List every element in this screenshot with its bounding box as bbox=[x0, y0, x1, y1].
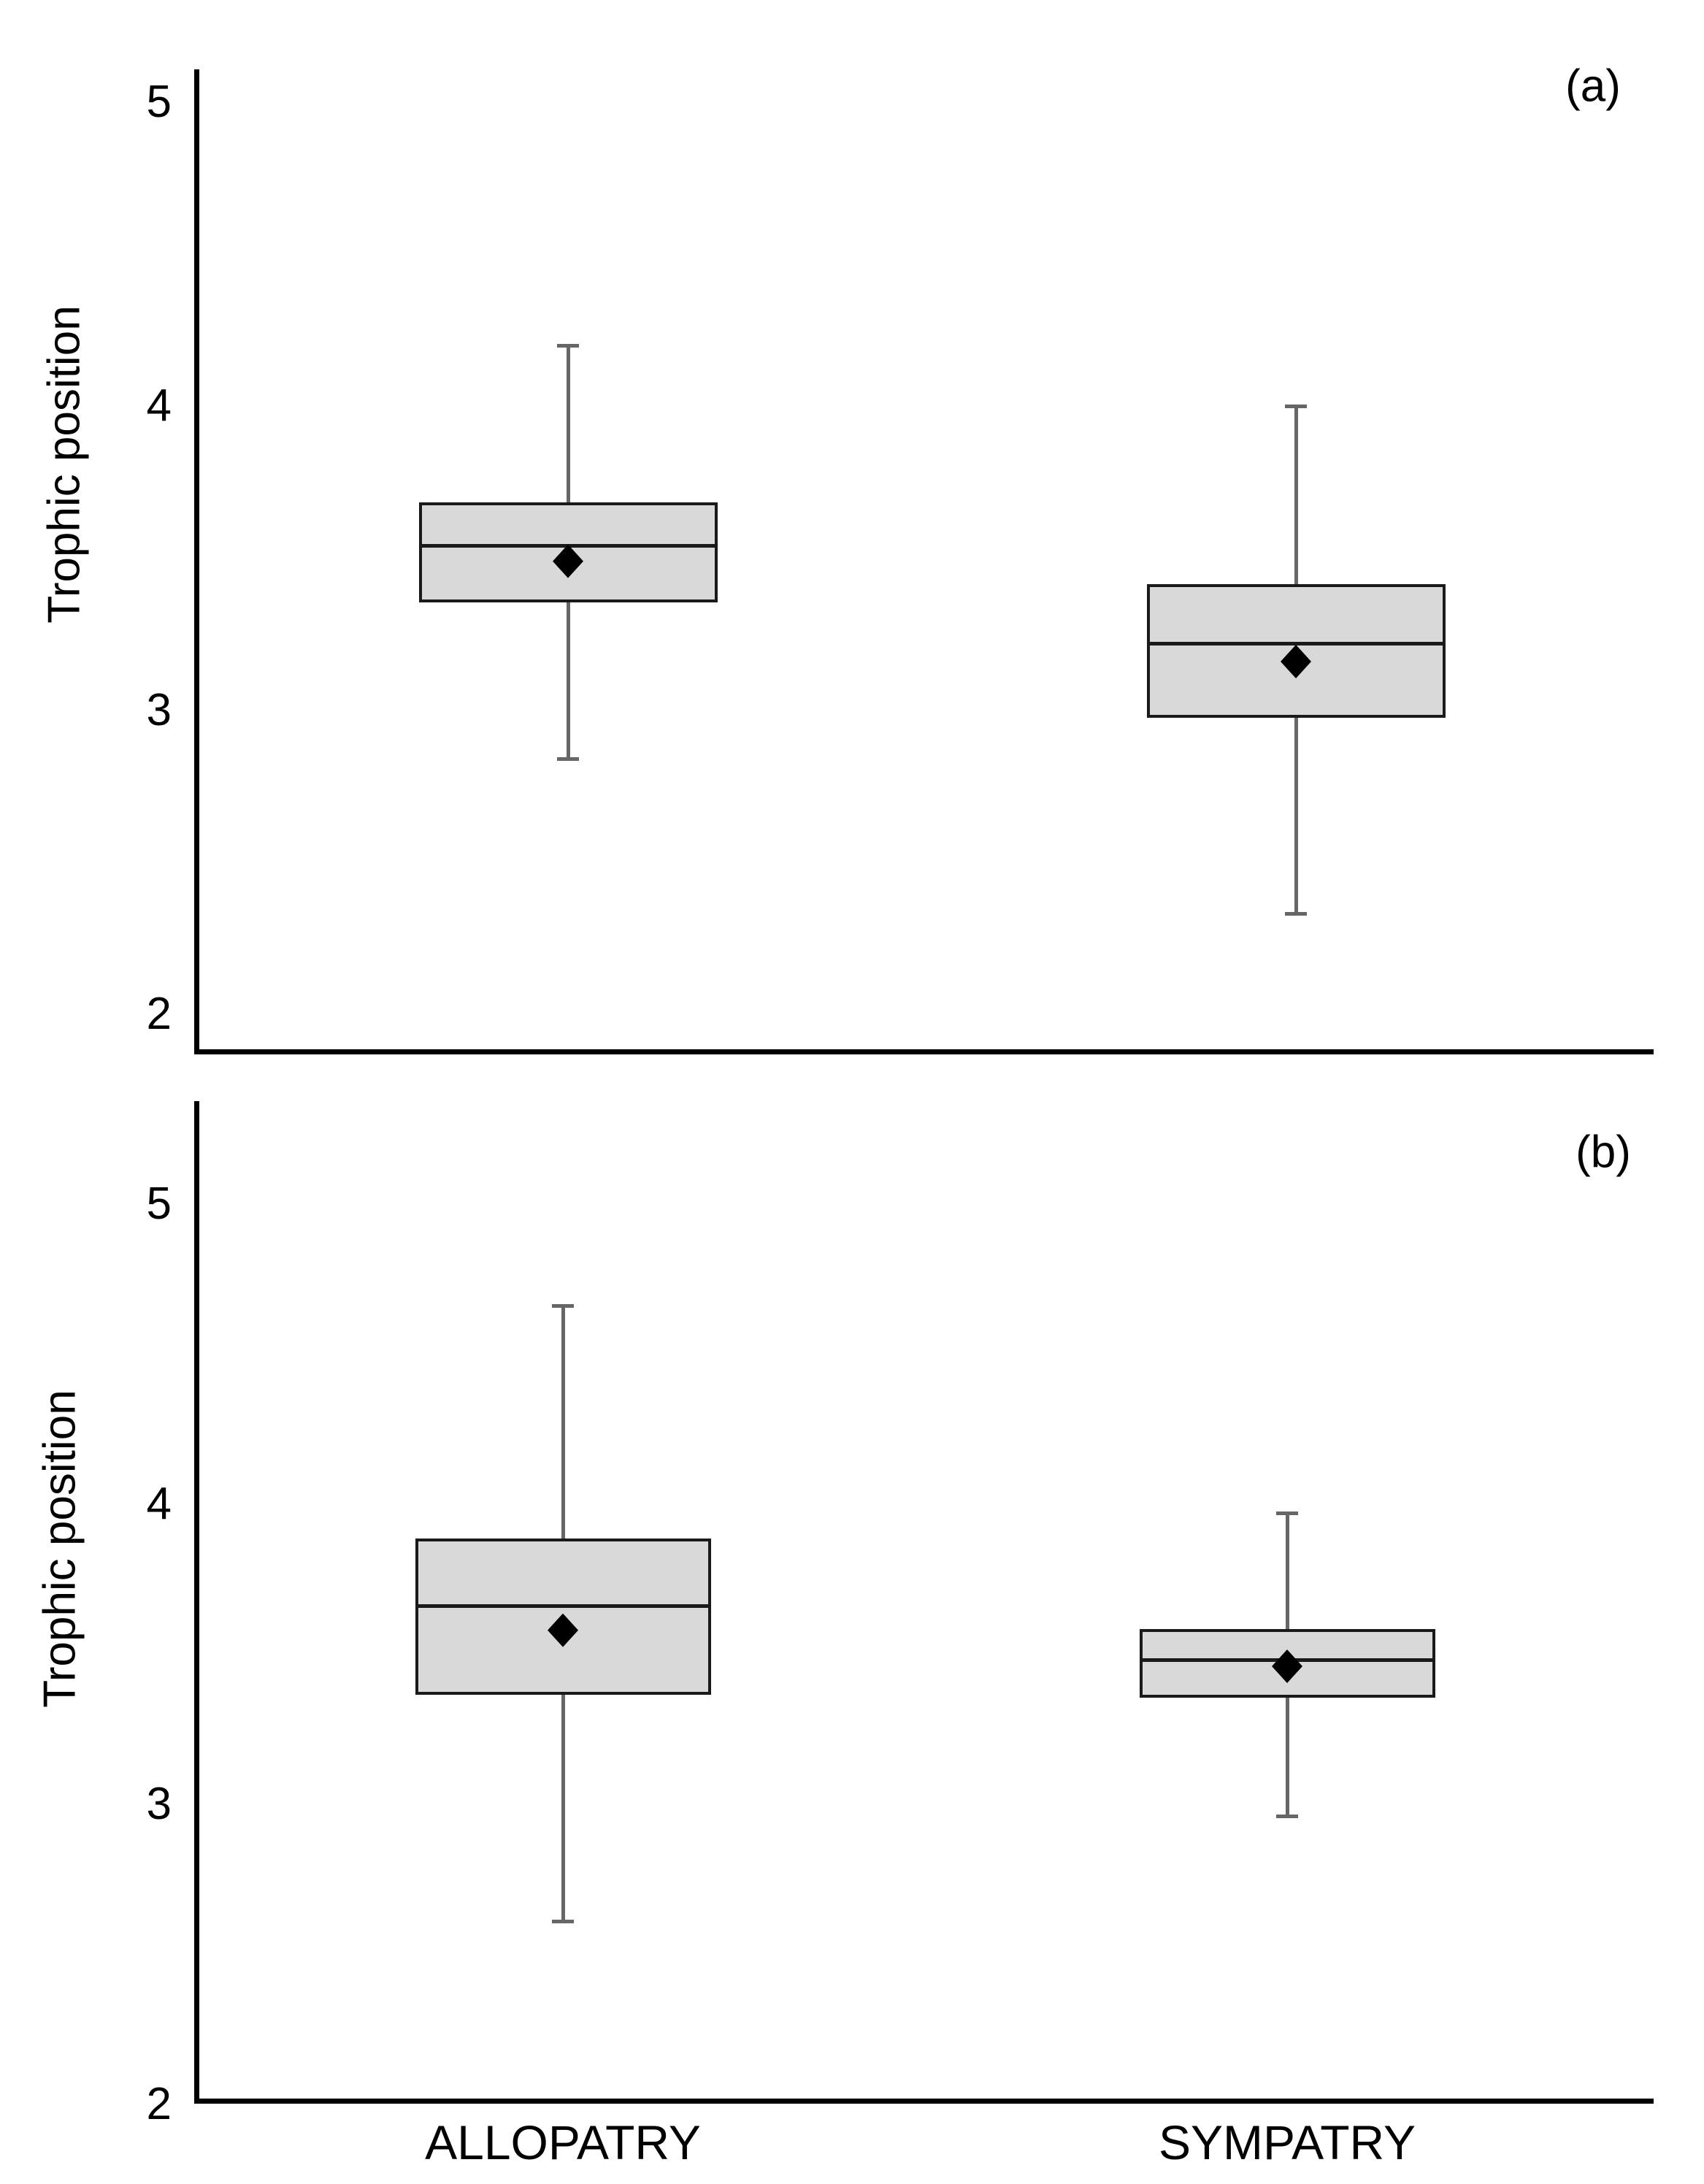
y-tick-label-b-2: 2 bbox=[146, 2079, 172, 2129]
y-axis-line-a bbox=[194, 69, 199, 1054]
lower-whisker-cap-a-allopatry bbox=[557, 756, 579, 761]
y-tick-label-a-5: 5 bbox=[146, 77, 172, 127]
upper-whisker-line-b-allopatry bbox=[561, 1306, 565, 1541]
panel-label-b: (b) bbox=[1576, 1127, 1631, 1178]
panel-label-a: (a) bbox=[1565, 61, 1621, 112]
x-axis-line-b bbox=[194, 2099, 1654, 2104]
x-category-label-sympatry: SYMPATRY bbox=[1158, 2115, 1416, 2169]
box-iqr-b-sympatry bbox=[1139, 1628, 1435, 1698]
upper-whisker-line-b-sympatry bbox=[1285, 1513, 1289, 1631]
y-axis-title-panel-a: Trophic position bbox=[39, 305, 90, 624]
upper-whisker-cap-b-sympatry bbox=[1276, 1511, 1298, 1515]
upper-whisker-cap-b-allopatry bbox=[552, 1304, 574, 1309]
upper-whisker-cap-a-allopatry bbox=[557, 343, 579, 348]
y-tick-label-b-5: 5 bbox=[146, 1179, 172, 1229]
y-tick-label-a-2: 2 bbox=[146, 988, 172, 1039]
y-tick-label-b-4: 4 bbox=[146, 1479, 172, 1529]
y-tick-label-a-3: 3 bbox=[146, 684, 172, 735]
y-axis-title-panel-b: Trophic position bbox=[34, 1390, 85, 1708]
upper-whisker-line-a-allopatry bbox=[566, 345, 570, 504]
median-line-a-sympatry bbox=[1148, 641, 1444, 645]
y-axis-line-b bbox=[194, 1101, 199, 2104]
y-tick-label-b-3: 3 bbox=[146, 1779, 172, 1829]
x-category-label-allopatry: ALLOPATRY bbox=[425, 2115, 701, 2169]
lower-whisker-cap-a-sympatry bbox=[1285, 912, 1307, 916]
lower-whisker-line-b-allopatry bbox=[561, 1693, 565, 1922]
y-tick-label-a-4: 4 bbox=[146, 380, 172, 432]
median-line-b-allopatry bbox=[416, 1604, 710, 1609]
x-axis-line-a bbox=[194, 1049, 1654, 1054]
lower-whisker-cap-b-sympatry bbox=[1276, 1814, 1298, 1818]
upper-whisker-line-a-sympatry bbox=[1294, 406, 1298, 586]
lower-whisker-line-b-sympatry bbox=[1285, 1696, 1289, 1817]
lower-whisker-line-a-allopatry bbox=[566, 600, 570, 759]
lower-whisker-line-a-sympatry bbox=[1294, 716, 1298, 914]
lower-whisker-cap-b-allopatry bbox=[552, 1919, 574, 1923]
upper-whisker-cap-a-sympatry bbox=[1285, 404, 1307, 408]
